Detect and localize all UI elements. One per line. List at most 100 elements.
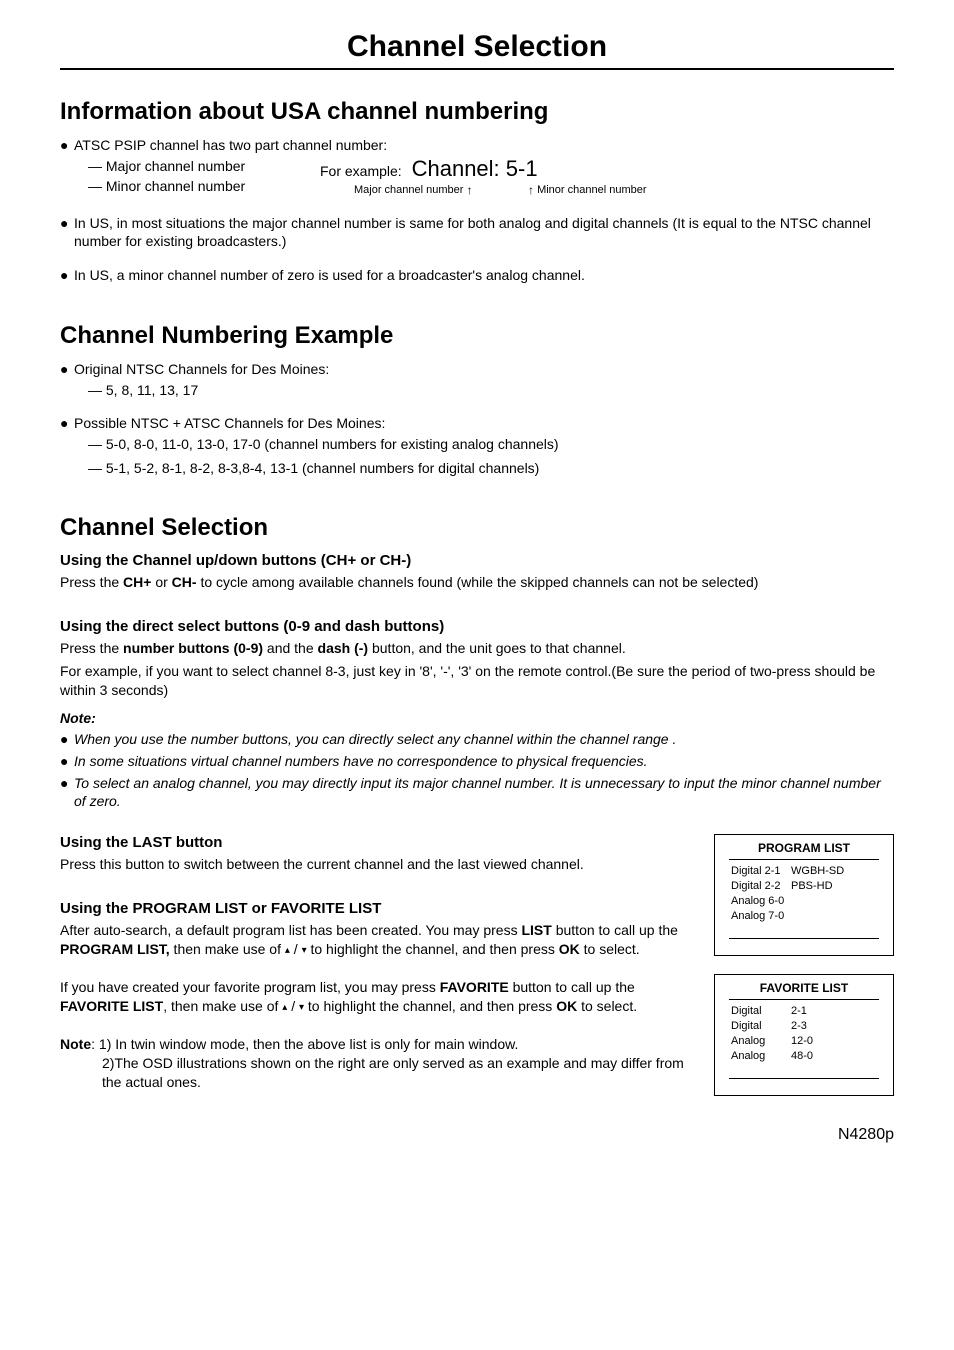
s3-h3a-end: ) xyxy=(406,552,411,569)
note2-row: ● In some situations virtual channel num… xyxy=(60,752,894,770)
osd-rule xyxy=(729,859,879,860)
s3-pa-b2: CH- xyxy=(172,574,197,590)
s3-h3c: Using the LAST button xyxy=(60,834,694,851)
pd2-c: button to call up the xyxy=(509,979,635,995)
triangle-up-icon: ▴ xyxy=(285,945,290,956)
example-left: — Major channel number — Minor channel n… xyxy=(60,156,320,200)
triangle-up-icon: ▴ xyxy=(282,1002,287,1013)
s3-pa: Press the CH+ or CH- to cycle among avai… xyxy=(60,573,894,592)
pd1-a: After auto-search, a default program lis… xyxy=(60,922,521,938)
s3-pb1-2: and the xyxy=(263,640,318,656)
osd-program-title: PROGRAM LIST xyxy=(723,841,885,855)
pd2-b: FAVORITE xyxy=(440,979,509,995)
osd-cell: Digital xyxy=(731,1004,791,1019)
s1-bullet2-row: ● In US, in most situations the major ch… xyxy=(60,214,894,250)
pd1-c: button to call up the xyxy=(552,922,678,938)
osd-program-list: PROGRAM LIST Digital 2-1 WGBH-SD Digital… xyxy=(714,834,894,956)
bullet-icon: ● xyxy=(60,360,74,378)
s3-pd2: If you have created your favorite progra… xyxy=(60,978,694,1017)
footnote-2: 2)The OSD illustrations shown on the rig… xyxy=(60,1054,694,1092)
section3-heading: Channel Selection xyxy=(60,514,894,542)
s3-h3a-1: Using the Channel up/down buttons (CH xyxy=(60,552,347,569)
pd1-d: PROGRAM LIST, xyxy=(60,941,170,957)
footnote-1: : 1) In twin window mode, then the above… xyxy=(91,1036,518,1052)
s1-bullet1-text: ATSC PSIP channel has two part channel n… xyxy=(74,136,894,154)
osd-favorite-row: Digital 2-3 xyxy=(723,1019,885,1034)
pd1-g: OK xyxy=(559,941,580,957)
bullet-icon: ● xyxy=(60,214,74,232)
s3-h3d: Using the PROGRAM LIST or FAVORITE LIST xyxy=(60,900,694,917)
pd2-f: to highlight the channel, and then press xyxy=(304,998,556,1014)
footnote-b: Note xyxy=(60,1036,91,1052)
osd-favorite-row: Digital 2-1 xyxy=(723,1004,885,1019)
s2-sub2b: — 5-1, 5-2, 8-1, 8-2, 8-3,8-4, 13-1 (cha… xyxy=(60,458,894,478)
pd2-d: FAVORITE LIST xyxy=(60,998,163,1014)
s2-bullet2-text: Possible NTSC + ATSC Channels for Des Mo… xyxy=(74,414,894,432)
s1-bullet3-row: ● In US, a minor channel number of zero … xyxy=(60,266,894,284)
s2-sub2a: — 5-0, 8-0, 11-0, 13-0, 17-0 (channel nu… xyxy=(60,434,894,454)
osd-cell: Digital xyxy=(731,1019,791,1034)
s3-pa-2: or xyxy=(151,574,171,590)
osd-program-row: Analog 7-0 xyxy=(723,909,885,924)
note-label: Note: xyxy=(60,710,894,726)
s3-h3b: Using the direct select buttons (0-9 and… xyxy=(60,618,894,635)
osd-favorite-row: Analog 48-0 xyxy=(723,1049,885,1064)
pd2-h: to select. xyxy=(577,998,637,1014)
pd1-b: LIST xyxy=(521,922,551,938)
pd1-f: to highlight the channel, and then press xyxy=(307,941,559,957)
osd-favorite-list: FAVORITE LIST Digital 2-1 Digital 2-3 An… xyxy=(714,974,894,1096)
s3-pa-1: Press the xyxy=(60,574,123,590)
s3-pa-3: to cycle among available channels found … xyxy=(197,574,759,590)
s2-bullet2-row: ● Possible NTSC + ATSC Channels for Des … xyxy=(60,414,894,432)
bullet-icon: ● xyxy=(60,730,74,748)
osd-cell: Analog xyxy=(731,1049,791,1064)
s3-pb1-b2: dash (-) xyxy=(318,640,369,656)
arrow-major-label: Major channel number xyxy=(354,184,463,196)
note2-text: In some situations virtual channel numbe… xyxy=(74,752,894,770)
example-row: — Major channel number — Minor channel n… xyxy=(60,156,894,200)
bullet-icon: ● xyxy=(60,774,74,792)
note3-row: ● To select an analog channel, you may d… xyxy=(60,774,894,810)
footer-page-number: N4280p xyxy=(60,1126,894,1144)
osd-cell: 48-0 xyxy=(791,1049,877,1064)
osd-cell: 12-0 xyxy=(791,1034,877,1049)
s1-sub-minor: — Minor channel number xyxy=(60,176,320,196)
osd-cell: PBS-HD xyxy=(791,879,877,894)
s3-pc: Press this button to switch between the … xyxy=(60,855,694,874)
osd-cell: WGBH-SD xyxy=(791,864,877,879)
s3-pd1: After auto-search, a default program lis… xyxy=(60,921,694,960)
s3-h3a: Using the Channel up/down buttons (CH+ o… xyxy=(60,552,894,569)
note1-row: ● When you use the number buttons, you c… xyxy=(60,730,894,748)
arrow-row: Major channel number ↑ ↑ Minor channel n… xyxy=(320,182,894,200)
pd1-h: to select. xyxy=(580,941,640,957)
footnote-block: Note: 1) In twin window mode, then the a… xyxy=(60,1035,694,1092)
note3-text: To select an analog channel, you may dir… xyxy=(74,774,894,810)
s1-bullet3-text: In US, a minor channel number of zero is… xyxy=(74,266,894,284)
pd2-e: , then make use of xyxy=(163,998,282,1014)
section2-heading: Channel Numbering Example xyxy=(60,322,894,350)
example-line1: For example: Channel: 5-1 xyxy=(320,156,894,182)
s1-sub-major: — Major channel number xyxy=(60,156,320,176)
bullet-icon: ● xyxy=(60,414,74,432)
pd2-a: If you have created your favorite progra… xyxy=(60,979,440,995)
bullet-icon: ● xyxy=(60,266,74,284)
pd1-e: then make use of xyxy=(170,941,285,957)
s3-pb1-1: Press the xyxy=(60,640,123,656)
s2-bullet1-text: Original NTSC Channels for Des Moines: xyxy=(74,360,894,378)
arrow-minor-group: ↑ Minor channel number xyxy=(528,182,647,196)
title-rule xyxy=(60,68,894,70)
s3-h3a-plus: + xyxy=(347,552,356,569)
pd2-g: OK xyxy=(556,998,577,1014)
osd-favorite-title: FAVORITE LIST xyxy=(723,981,885,995)
osd-cell xyxy=(791,894,877,909)
s3-h3a-or: or CH xyxy=(356,552,401,569)
osd-rule xyxy=(729,999,879,1000)
s3-pb2: For example, if you want to select chann… xyxy=(60,662,894,700)
up-arrow-icon: ↑ xyxy=(467,183,473,197)
osd-cell: Digital 2-1 xyxy=(731,864,791,879)
s1-bullet1-row: ● ATSC PSIP channel has two part channel… xyxy=(60,136,894,154)
example-label: For example: xyxy=(320,163,402,179)
example-channel: Channel: 5-1 xyxy=(412,156,538,181)
arrow-minor-label: Minor channel number xyxy=(537,184,646,196)
s1-bullet2-text: In US, in most situations the major chan… xyxy=(74,214,894,250)
